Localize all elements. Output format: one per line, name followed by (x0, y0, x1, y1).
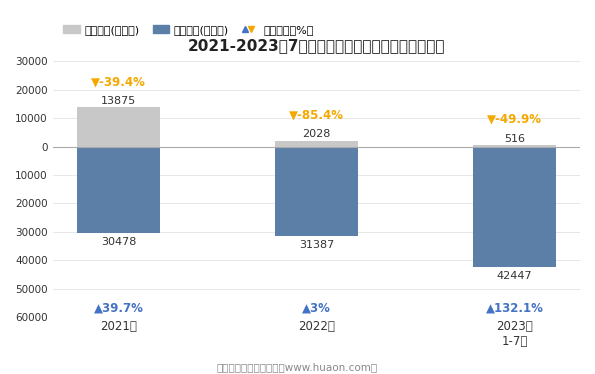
Text: 30478: 30478 (101, 237, 136, 247)
Text: ▼-49.9%: ▼-49.9% (487, 113, 542, 126)
Bar (275, 141, 358, 147)
Text: 制图：华经产业研究院（www.huaon.com）: 制图：华经产业研究院（www.huaon.com） (217, 362, 378, 372)
Bar (77, 147, 160, 233)
Title: 2021-2023年7月江苏新沂保税物流中心进、出口额: 2021-2023年7月江苏新沂保税物流中心进、出口额 (188, 38, 445, 53)
Bar (77, 107, 160, 147)
Text: 13875: 13875 (101, 96, 136, 106)
Text: 42447: 42447 (497, 272, 533, 281)
Text: ▲3%: ▲3% (302, 302, 331, 315)
Legend: 出口总额(万美元), 进口总额(万美元), 同比增速（%）: 出口总额(万美元), 进口总额(万美元), 同比增速（%） (59, 21, 318, 40)
Text: ▲39.7%: ▲39.7% (94, 302, 143, 315)
Text: ▼-39.4%: ▼-39.4% (91, 75, 146, 88)
Bar (275, 147, 358, 236)
Bar (473, 145, 556, 147)
Text: ▼-85.4%: ▼-85.4% (289, 109, 344, 122)
Text: 516: 516 (504, 134, 525, 144)
Text: 2028: 2028 (302, 129, 331, 140)
Text: 31387: 31387 (299, 240, 334, 250)
Bar (473, 147, 556, 267)
Text: ▲132.1%: ▲132.1% (486, 302, 543, 315)
